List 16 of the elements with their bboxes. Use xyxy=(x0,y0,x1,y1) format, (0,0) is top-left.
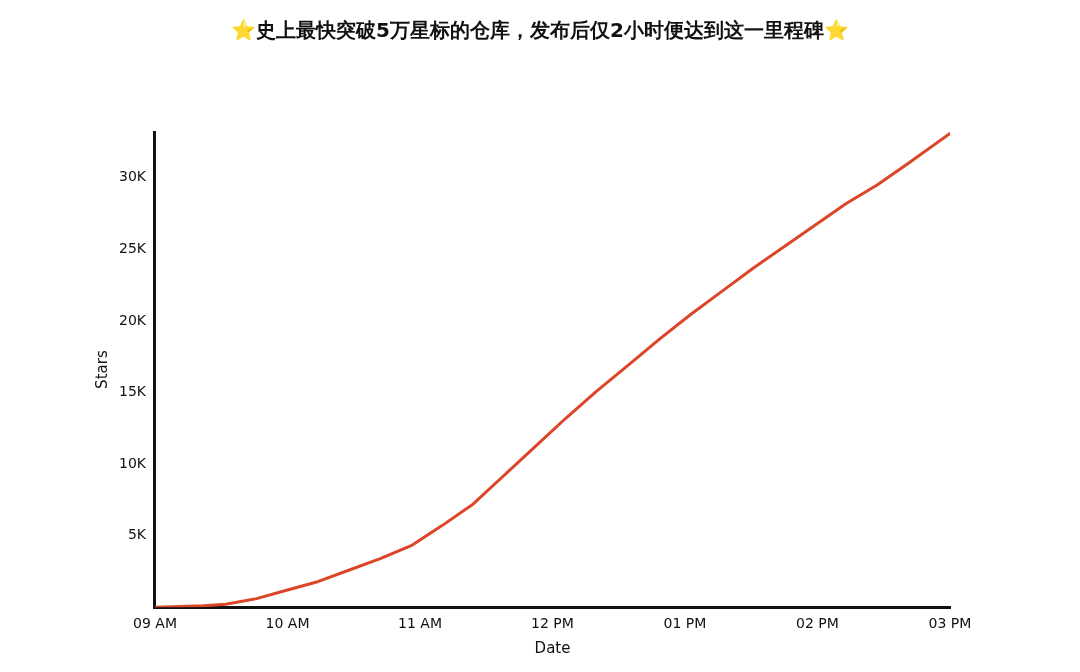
x-tick-label: 12 PM xyxy=(531,615,574,632)
x-axis-title: Date xyxy=(534,638,571,657)
x-tick-label: 03 PM xyxy=(928,615,972,632)
y-axis-title: Stars xyxy=(92,350,111,389)
y-tick-label: 15K xyxy=(119,383,147,400)
y-tick-label: 10K xyxy=(119,454,147,471)
x-tick-label: 10 AM xyxy=(265,615,310,632)
x-tick-label: 02 PM xyxy=(796,615,839,632)
y-tick-label: 5K xyxy=(127,526,147,543)
y-tick-label: 30K xyxy=(119,168,147,185)
x-tick-label: 11 AM xyxy=(398,615,442,632)
y-tick-label: 20K xyxy=(119,311,147,328)
chart-title: ⭐史上最快突破5万星标的仓库，发布后仅2小时便达到这一里程碑⭐ xyxy=(230,17,850,44)
x-tick-label: 01 PM xyxy=(663,615,707,632)
y-tick-label: 25K xyxy=(119,240,147,257)
x-tick-label: 09 AM xyxy=(133,615,177,632)
